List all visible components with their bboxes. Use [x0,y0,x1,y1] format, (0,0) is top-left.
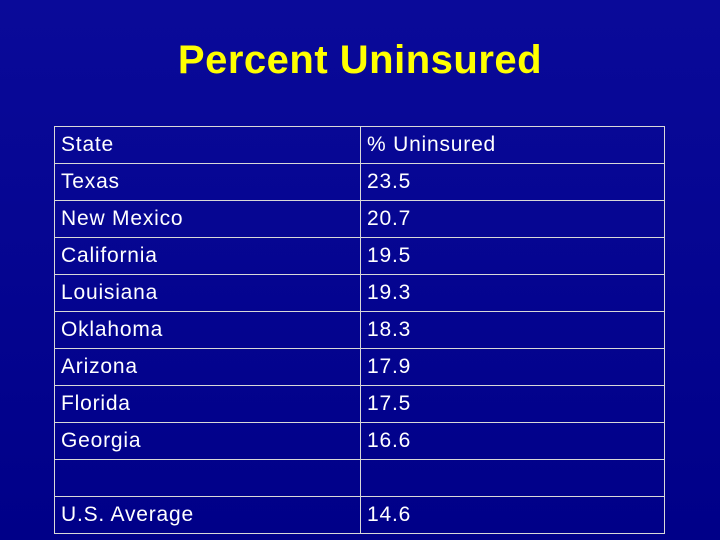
empty-cell [54,459,361,497]
percent-cell: 18.3 [360,311,665,349]
table-row-empty [54,459,665,497]
header-percent-uninsured: % Uninsured [360,126,665,164]
empty-cell [360,459,665,497]
table-header-row: State % Uninsured [54,126,665,164]
table-row: Louisiana 19.3 [54,274,665,312]
table-row: Oklahoma 18.3 [54,311,665,349]
percent-cell: 23.5 [360,163,665,201]
table-row: Florida 17.5 [54,385,665,423]
slide-title: Percent Uninsured [177,38,543,82]
percent-cell: 19.3 [360,274,665,312]
state-cell: Louisiana [54,274,361,312]
state-cell: Georgia [54,422,361,460]
average-label-cell: U.S. Average [54,496,361,534]
uninsured-table: State % Uninsured Texas 23.5 New Mexico … [54,126,665,534]
table-row: California 19.5 [54,237,665,275]
state-cell: California [54,237,361,275]
table-row: Arizona 17.9 [54,348,665,386]
state-cell: Texas [54,163,361,201]
table-row: Texas 23.5 [54,163,665,201]
header-state: State [54,126,361,164]
average-value-cell: 14.6 [360,496,665,534]
state-cell: Arizona [54,348,361,386]
percent-cell: 16.6 [360,422,665,460]
table-row: Georgia 16.6 [54,422,665,460]
state-cell: Florida [54,385,361,423]
table-row: New Mexico 20.7 [54,200,665,238]
state-cell: New Mexico [54,200,361,238]
state-cell: Oklahoma [54,311,361,349]
percent-cell: 17.9 [360,348,665,386]
percent-cell: 20.7 [360,200,665,238]
percent-cell: 19.5 [360,237,665,275]
table-row-average: U.S. Average 14.6 [54,496,665,534]
percent-cell: 17.5 [360,385,665,423]
